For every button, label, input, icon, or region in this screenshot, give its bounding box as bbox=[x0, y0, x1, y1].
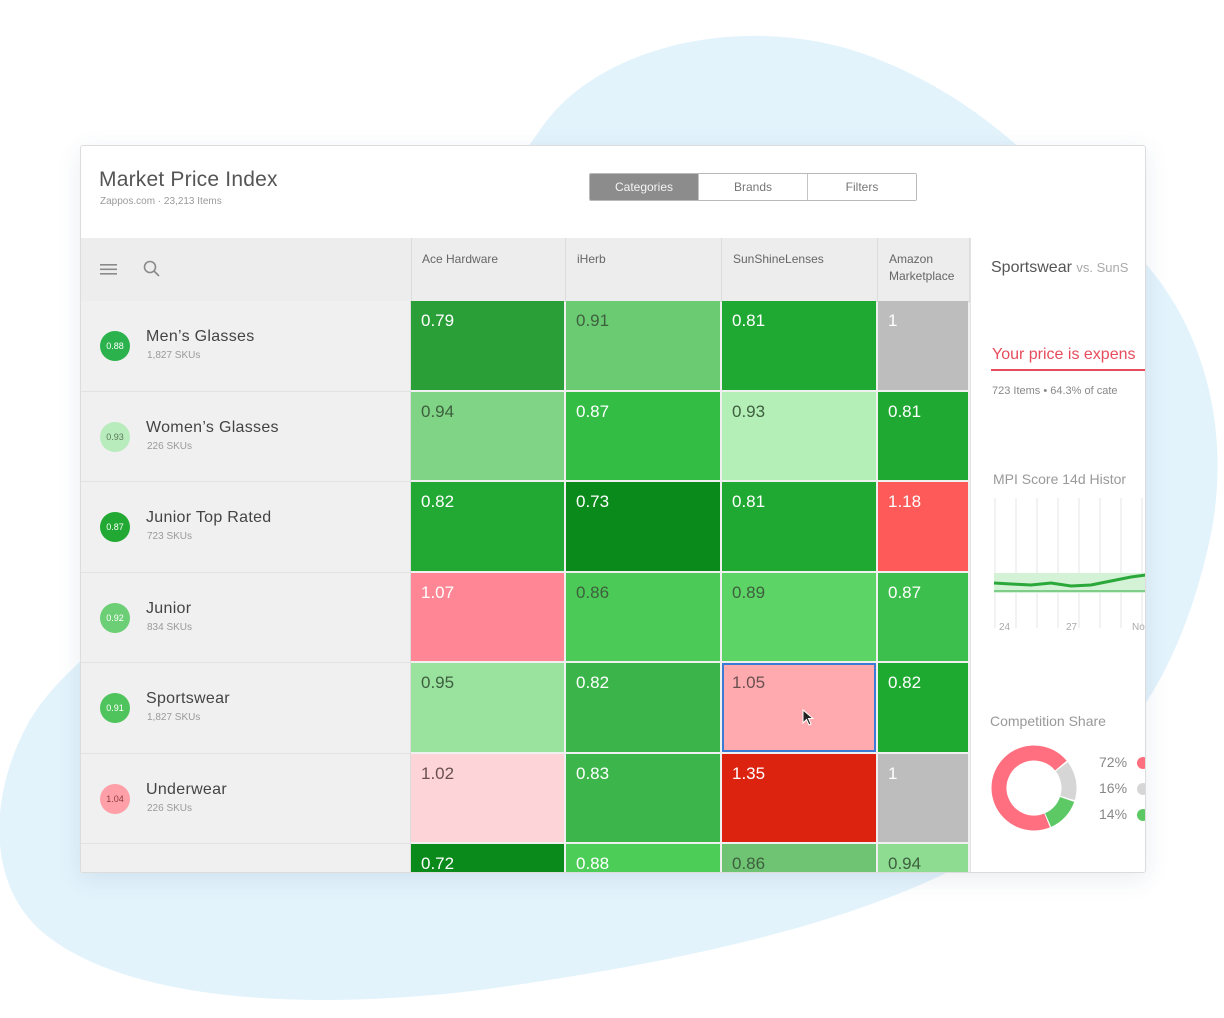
price-index-cell[interactable]: 0.93 bbox=[722, 391, 876, 480]
price-index-cell[interactable]: 0.95 bbox=[411, 663, 564, 752]
category-row-label[interactable]: 0.93 Women’s Glasses 226 SKUs bbox=[81, 391, 411, 482]
competition-share-donut bbox=[991, 745, 1077, 831]
category-row-label[interactable]: 0.88 Men’s Glasses 1,827 SKUs bbox=[81, 301, 411, 392]
category-score-badge: 0.87 bbox=[100, 512, 130, 543]
share-percent: 14% bbox=[1099, 806, 1128, 822]
category-score-badge: 0.88 bbox=[100, 331, 130, 362]
view-segmented-control: Categories Brands Filters bbox=[589, 173, 917, 201]
history-tick-label: 24 bbox=[999, 622, 1011, 633]
donut-slice bbox=[991, 745, 1077, 831]
hamburger-menu-icon[interactable] bbox=[98, 258, 120, 280]
category-sku-count: 834 SKUs bbox=[147, 621, 193, 633]
price-index-cell[interactable]: 0.86 bbox=[566, 572, 720, 661]
share-legend-dot bbox=[1137, 783, 1145, 795]
category-score-badge: 0.92 bbox=[100, 602, 130, 633]
price-index-cell[interactable]: 0.72 bbox=[411, 844, 564, 872]
category-name: Women’s Glasses bbox=[146, 418, 279, 436]
donut-slice bbox=[991, 745, 1077, 831]
category-row-label[interactable]: 0.91 Sportswear 1,827 SKUs bbox=[81, 663, 411, 754]
price-index-cell[interactable]: 1.02 bbox=[411, 753, 564, 842]
grid-toolbar bbox=[81, 238, 412, 301]
price-index-cell[interactable]: 0.79 bbox=[411, 301, 564, 390]
category-score-badge: 0.93 bbox=[100, 421, 130, 452]
price-index-cell[interactable]: 0.82 bbox=[566, 663, 720, 752]
category-row-label[interactable]: 0.87 Junior Top Rated 723 SKUs bbox=[81, 482, 411, 573]
price-index-cell[interactable]: 0.94 bbox=[411, 391, 564, 480]
share-percent: 16% bbox=[1099, 780, 1128, 796]
category-score-badge: 0.91 bbox=[100, 693, 130, 724]
price-index-cell[interactable]: 0.87 bbox=[878, 572, 968, 661]
price-index-cell[interactable]: 0.73 bbox=[566, 482, 720, 571]
history-chart-title: MPI Score 14d Histor bbox=[993, 471, 1127, 487]
share-legend-dot bbox=[1137, 809, 1145, 821]
detail-side-panel: Sportswear vs. SunS Your price is expens… bbox=[970, 238, 1145, 872]
history-tick-label: No bbox=[1132, 622, 1145, 633]
price-index-cell[interactable]: 1 bbox=[878, 301, 968, 390]
category-row-label[interactable] bbox=[81, 844, 411, 872]
column-header[interactable]: Ace Hardware bbox=[411, 238, 566, 301]
price-index-cell[interactable]: 0.91 bbox=[566, 301, 720, 390]
category-name: Junior bbox=[146, 599, 192, 617]
category-sku-count: 226 SKUs bbox=[147, 440, 193, 452]
competition-share-title: Competition Share bbox=[990, 713, 1106, 729]
price-index-cell[interactable]: 0.81 bbox=[722, 482, 876, 571]
category-sku-count: 226 SKUs bbox=[147, 802, 193, 814]
price-index-cell[interactable]: 1.35 bbox=[722, 753, 876, 842]
category-name: Underwear bbox=[146, 780, 227, 798]
market-price-index-window: Market Price Index Zappos.com · 23,213 I… bbox=[80, 145, 1146, 873]
price-index-cell[interactable]: 0.88 bbox=[566, 844, 720, 872]
price-index-cell[interactable]: 1 bbox=[878, 753, 968, 842]
category-score-badge: 1.04 bbox=[100, 783, 130, 814]
tab-filters[interactable]: Filters bbox=[808, 174, 916, 200]
price-index-cell[interactable]: 0.82 bbox=[411, 482, 564, 571]
price-index-cell[interactable]: 0.94 bbox=[878, 844, 968, 872]
column-header[interactable]: SunShineLenses bbox=[722, 238, 878, 301]
share-percent: 72% bbox=[1099, 754, 1128, 770]
price-index-grid: Ace Hardware iHerb SunShineLenses Amazon Ma… bbox=[81, 238, 970, 872]
column-header[interactable]: Amazon Marketplace bbox=[878, 238, 970, 301]
column-header-row: Ace Hardware iHerb SunShineLenses Amazon Ma… bbox=[81, 238, 970, 302]
category-name: Junior Top Rated bbox=[146, 509, 272, 527]
selected-category-name: Sportswear bbox=[991, 259, 1072, 276]
category-sku-count: 1,827 SKUs bbox=[147, 712, 201, 724]
column-header[interactable]: iHerb bbox=[566, 238, 722, 301]
mouse-cursor-icon bbox=[802, 709, 814, 726]
price-index-cell[interactable]: 1.18 bbox=[878, 482, 968, 571]
page-title: Market Price Index bbox=[99, 168, 278, 191]
tab-categories[interactable]: Categories bbox=[590, 174, 699, 200]
search-icon[interactable] bbox=[141, 258, 163, 280]
price-index-cell[interactable]: 0.81 bbox=[722, 301, 876, 390]
comparison-label: vs. SunS bbox=[1076, 260, 1129, 275]
price-index-cell[interactable]: 0.89 bbox=[722, 572, 876, 661]
alert-underline bbox=[991, 369, 1145, 371]
category-sku-count: 1,827 SKUs bbox=[147, 350, 201, 362]
category-meta: 723 Items • 64.3% of cate bbox=[992, 385, 1118, 397]
tab-brands[interactable]: Brands bbox=[699, 174, 808, 200]
price-index-cell[interactable]: 0.81 bbox=[878, 391, 968, 480]
price-index-cell[interactable]: 0.82 bbox=[878, 663, 968, 752]
history-tick-label: 27 bbox=[1066, 622, 1078, 633]
price-index-cell[interactable]: 1.07 bbox=[411, 572, 564, 661]
page-subtitle: Zappos.com · 23,213 Items bbox=[100, 196, 222, 207]
price-index-cell[interactable]: 0.83 bbox=[566, 753, 720, 842]
category-row-label[interactable]: 1.04 Underwear 226 SKUs bbox=[81, 753, 411, 844]
header: Market Price Index Zappos.com · 23,213 I… bbox=[81, 146, 1145, 239]
category-sku-count: 723 SKUs bbox=[147, 531, 193, 543]
category-name: Men’s Glasses bbox=[146, 328, 255, 346]
category-name: Sportswear bbox=[146, 690, 230, 708]
category-row-label[interactable]: 0.92 Junior 834 SKUs bbox=[81, 572, 411, 663]
side-panel-title: Sportswear vs. SunS bbox=[991, 259, 1128, 277]
price-alert-text: Your price is expens bbox=[992, 346, 1136, 363]
price-index-cell[interactable]: 0.87 bbox=[566, 391, 720, 480]
price-index-cell-selected[interactable]: 1.05 bbox=[722, 663, 876, 752]
mpi-history-chart bbox=[993, 498, 1145, 628]
share-legend-dot bbox=[1137, 757, 1145, 769]
price-index-cell[interactable]: 0.86 bbox=[722, 844, 876, 872]
